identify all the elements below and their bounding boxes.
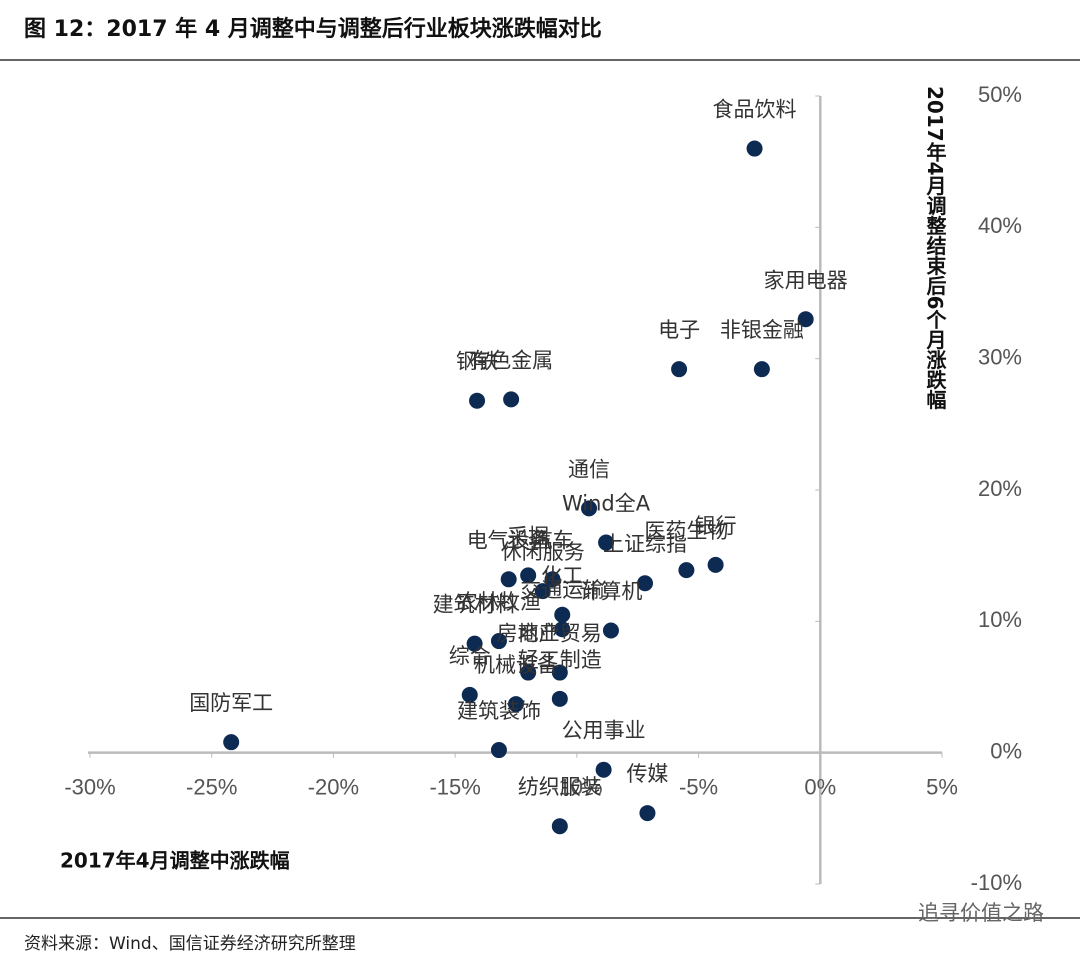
y-tick-label: 50% xyxy=(978,82,1022,107)
x-tick-label: -30% xyxy=(64,774,115,799)
point xyxy=(503,391,520,408)
x-tick-label: -5% xyxy=(679,774,718,799)
point xyxy=(797,311,814,328)
point-label: 汽车 xyxy=(532,528,574,552)
point xyxy=(551,818,568,835)
y-tick-label: 0% xyxy=(990,738,1022,763)
point-label: 机械设备 xyxy=(474,653,558,677)
point xyxy=(678,562,695,579)
point-label: 计算机 xyxy=(579,580,642,604)
point-label: 医药生物 xyxy=(644,519,728,543)
point-label: 银行 xyxy=(695,514,737,538)
x-tick-label: -25% xyxy=(186,774,237,799)
point xyxy=(707,556,724,573)
point-label: 食品饮料 xyxy=(713,98,797,122)
point-label: 建筑材料 xyxy=(433,593,517,617)
point xyxy=(520,567,537,584)
point-label: 电气设备 xyxy=(467,528,551,552)
point xyxy=(551,690,568,707)
point-label: 公用事业 xyxy=(562,719,646,743)
point xyxy=(500,571,517,588)
point-label: Wind全A xyxy=(562,492,651,516)
point xyxy=(461,686,478,703)
point-label: 建筑装饰 xyxy=(457,699,541,723)
y-tick-label: -10% xyxy=(971,870,1022,895)
point-label: 商业贸易 xyxy=(518,622,602,646)
x-tick-label: 0% xyxy=(804,774,836,799)
point-label: 轻工制造 xyxy=(518,648,602,672)
point xyxy=(753,361,770,378)
x-axis-title: 2017年4月调整中涨跌幅 xyxy=(60,849,290,873)
point xyxy=(520,664,537,681)
chart-title: 图 12：2017 年 4 月调整中与调整后行业板块涨跌幅对比 xyxy=(24,16,602,42)
x-tick-label: -20% xyxy=(308,774,359,799)
point-label: 采掘 xyxy=(507,524,549,548)
point-label: 农林牧渔 xyxy=(457,590,541,614)
point xyxy=(223,734,240,751)
watermark: 追寻价值之路 xyxy=(918,901,1044,925)
point xyxy=(746,140,763,157)
point xyxy=(490,633,507,650)
source-note: 资料来源：Wind、国信证券经济研究所整理 xyxy=(24,934,356,954)
y-tick-label: 40% xyxy=(978,213,1022,238)
point xyxy=(551,664,568,681)
x-tick-label: -15% xyxy=(429,774,480,799)
y-axis-title: 2017年4月调整结束后6个月涨跌幅 xyxy=(923,86,947,410)
point-label: 上证综指 xyxy=(603,532,687,556)
point-label: 休闲服务 xyxy=(501,540,585,564)
point xyxy=(554,621,571,638)
point xyxy=(602,622,619,639)
point-label: 传媒 xyxy=(626,762,668,786)
point-label: 有色金属 xyxy=(469,348,553,372)
point xyxy=(554,606,571,623)
y-tick-label: 30% xyxy=(978,344,1022,369)
point-label: 房地产 xyxy=(497,622,560,646)
y-tick-label: 10% xyxy=(978,607,1022,632)
point xyxy=(469,392,486,409)
point-label: 综合 xyxy=(449,644,491,668)
point xyxy=(581,500,598,517)
point-label: 化工 xyxy=(541,564,583,588)
point xyxy=(637,575,654,592)
point xyxy=(544,571,561,588)
point xyxy=(671,361,688,378)
point-label: 电子 xyxy=(658,318,700,342)
point xyxy=(508,696,524,713)
point-label: 非银金融 xyxy=(720,318,804,342)
point-label: 纺织服装 xyxy=(518,775,602,799)
x-tick-label: -10% xyxy=(551,774,602,799)
point-label: 交通运输 xyxy=(520,578,604,602)
point xyxy=(490,742,507,759)
point xyxy=(534,583,551,600)
point xyxy=(639,805,656,822)
point-label: 通信 xyxy=(568,457,610,481)
x-tick-label: 5% xyxy=(926,774,958,799)
point-label: 钢铁 xyxy=(456,350,498,374)
point xyxy=(598,534,615,551)
y-tick-label: 20% xyxy=(978,476,1022,501)
point xyxy=(595,761,612,778)
point xyxy=(466,635,483,652)
point-label: 国防军工 xyxy=(189,691,273,715)
point-label: 家用电器 xyxy=(764,268,848,292)
